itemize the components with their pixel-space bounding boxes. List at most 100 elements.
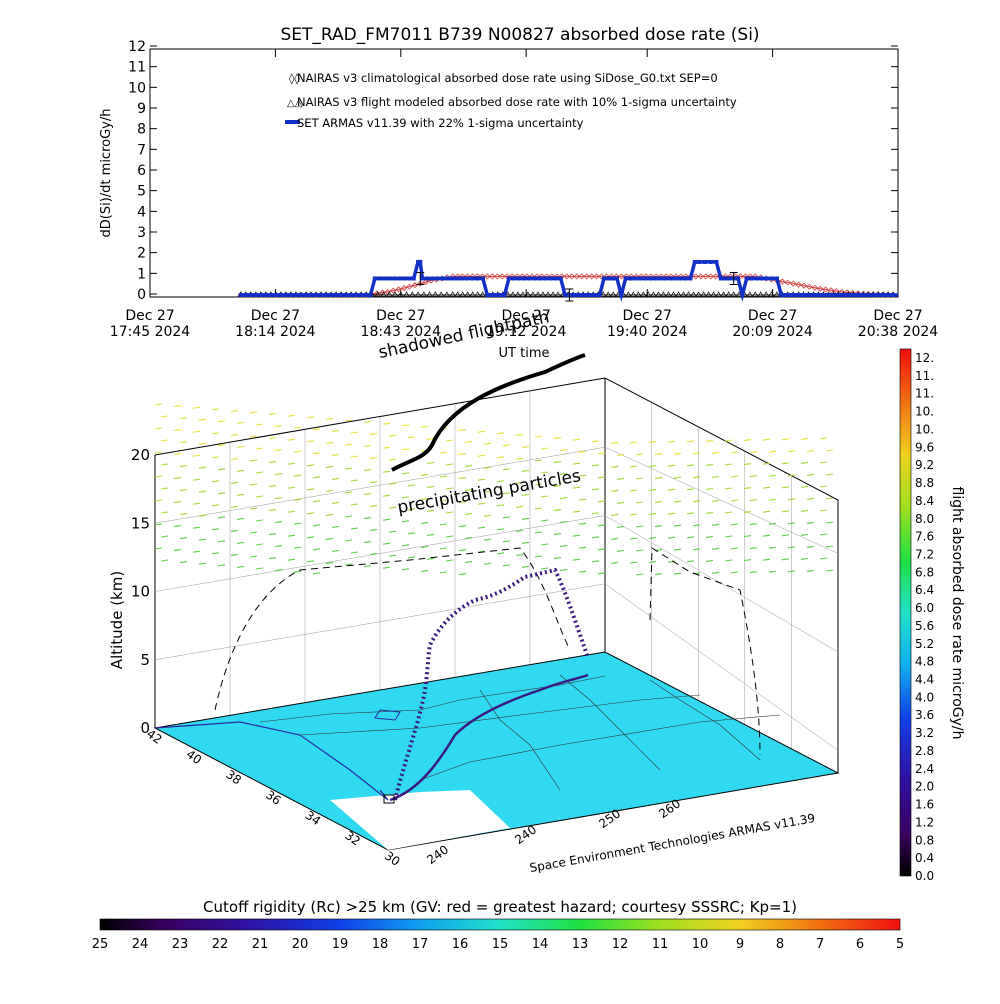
particle-mark	[629, 465, 638, 468]
series-point-triangle	[670, 291, 677, 297]
particle-mark	[458, 477, 467, 480]
rigidity-colorbar-tick-label: 24	[132, 937, 149, 952]
series-point-diamond	[817, 285, 824, 292]
3d-coastline	[154, 721, 389, 801]
particle-mark	[610, 489, 619, 492]
series-point-square	[353, 293, 358, 297]
particle-mark	[445, 511, 454, 514]
rigidity-colorbar-tick-label: 6	[856, 937, 864, 952]
particle-mark	[578, 546, 587, 549]
rigidity-colorbar-tick-label: 15	[492, 937, 509, 952]
particle-mark	[806, 569, 815, 572]
series-point-square	[454, 276, 459, 281]
rigidity-colorbar-tick-label: 8	[776, 937, 784, 952]
particle-mark	[578, 498, 587, 501]
particle-mark	[306, 488, 315, 491]
legend-label-armas: SET ARMAS v11.39 with 22% 1-sigma uncert…	[297, 116, 584, 130]
series-point-square	[522, 276, 527, 281]
series-point-square	[368, 293, 373, 297]
series-point-triangle	[397, 291, 404, 297]
particle-mark	[730, 451, 739, 454]
particle-mark	[534, 507, 543, 510]
3d-lake-outline	[374, 709, 401, 721]
particle-mark	[635, 501, 644, 504]
particle-mark	[154, 523, 163, 526]
series-point-square	[759, 276, 764, 281]
particle-mark	[483, 562, 492, 565]
series-point-triangle	[695, 291, 702, 297]
particle-mark	[521, 445, 530, 448]
particle-mark	[369, 457, 378, 460]
series-point-square	[425, 276, 430, 281]
series-point-triangle	[700, 291, 707, 297]
series-point-square	[268, 293, 273, 297]
particle-mark	[705, 535, 714, 538]
dose-colorbar-tick-label: 12.	[915, 351, 934, 365]
series-point-triangle	[710, 291, 717, 297]
particle-mark	[331, 453, 340, 456]
particle-mark	[635, 549, 644, 552]
particle-mark	[724, 559, 733, 562]
series-point-square	[798, 293, 803, 297]
particle-mark	[217, 492, 226, 495]
particle-mark	[616, 453, 625, 456]
particle-mark	[806, 497, 815, 500]
3d-shadowed-flight-track	[391, 353, 586, 472]
particle-mark	[445, 439, 454, 442]
rigidity-colorbar-tick-label: 12	[612, 937, 629, 952]
particle-mark	[597, 476, 606, 479]
particle-mark	[597, 572, 606, 575]
series-point-square	[445, 276, 450, 281]
series-point-square	[377, 276, 382, 281]
series-point-diamond	[697, 273, 704, 280]
series-point-square	[553, 276, 558, 281]
particle-mark	[800, 437, 809, 440]
particle-mark	[534, 555, 543, 558]
rigidity-colorbar	[99, 918, 901, 931]
dose-colorbar-tick-label: 2.8	[915, 744, 934, 758]
particle-mark	[382, 542, 391, 545]
series-point-square	[850, 293, 855, 297]
particle-mark	[325, 561, 334, 564]
particle-mark	[673, 452, 682, 455]
particle-mark	[388, 482, 397, 485]
particle-mark	[616, 477, 625, 480]
particle-mark	[768, 546, 777, 549]
particle-mark	[211, 456, 220, 459]
particle-mark	[401, 448, 410, 451]
particle-mark	[350, 455, 359, 458]
particle-mark	[477, 526, 486, 529]
series-point-diamond	[373, 290, 381, 297]
particle-mark	[686, 560, 695, 563]
particle-mark	[743, 535, 752, 538]
particle-mark	[388, 506, 397, 509]
dose-colorbar-tick-label: 11.	[915, 369, 934, 383]
series-point-square	[420, 276, 425, 281]
particle-mark	[249, 411, 258, 414]
x-tick-label-time: 20:38 2024	[858, 324, 939, 340]
particle-mark	[344, 467, 353, 470]
particle-mark	[787, 522, 796, 525]
series-point-square	[387, 276, 392, 281]
particle-mark	[160, 535, 169, 538]
series-point-square	[328, 293, 333, 297]
particle-mark	[610, 441, 619, 444]
series-point-triangle	[544, 291, 552, 297]
particle-mark	[521, 541, 530, 544]
particle-mark	[591, 536, 600, 539]
particle-mark	[616, 525, 625, 528]
state-boundary	[559, 674, 661, 771]
particle-mark	[160, 439, 169, 442]
particle-mark	[648, 561, 657, 564]
particle-mark	[420, 473, 429, 476]
particle-mark	[553, 557, 562, 560]
particle-mark	[711, 475, 720, 478]
particle-mark	[439, 499, 448, 502]
particle-mark	[306, 512, 315, 515]
particle-mark	[635, 453, 644, 456]
particle-mark	[591, 464, 600, 467]
particle-mark	[553, 509, 562, 512]
particle-mark	[458, 549, 467, 552]
particle-mark	[211, 552, 220, 555]
particle-mark	[686, 464, 695, 467]
